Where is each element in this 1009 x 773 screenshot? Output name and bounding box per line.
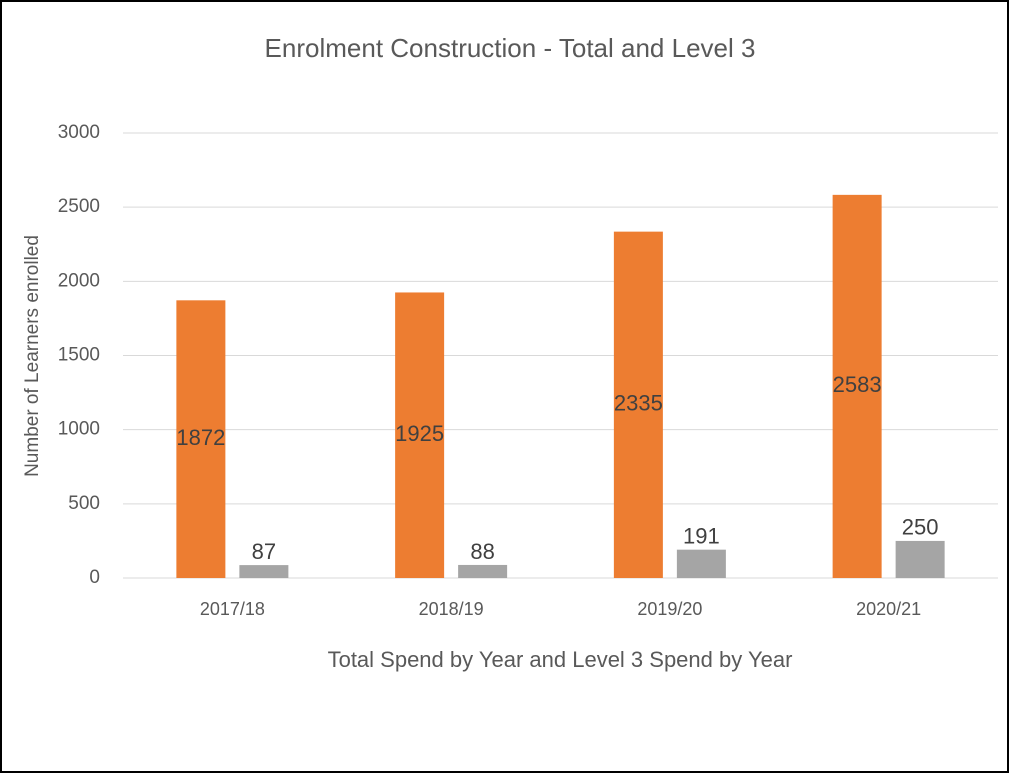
data-label: 1872 — [176, 425, 225, 450]
bar — [895, 540, 945, 578]
bar — [176, 300, 226, 578]
data-label: 191 — [683, 523, 720, 548]
x-axis-title: Total Spend by Year and Level 3 Spend by… — [328, 647, 793, 672]
bar — [832, 194, 882, 579]
x-tick-label: 2020/21 — [856, 599, 921, 619]
data-label: 2335 — [614, 391, 663, 416]
y-tick-label: 2000 — [58, 270, 100, 291]
data-label: 2583 — [833, 372, 882, 397]
y-tick-label: 1500 — [58, 345, 100, 366]
bar — [458, 564, 508, 578]
x-tick-label: 2017/18 — [200, 599, 265, 619]
bar — [613, 231, 663, 578]
chart-title: Enrolment Construction - Total and Level… — [265, 33, 756, 63]
data-label: 1925 — [395, 421, 444, 446]
bar — [676, 549, 726, 578]
x-tick-label: 2019/20 — [637, 599, 702, 619]
y-tick-label: 3000 — [58, 122, 100, 143]
y-tick-label: 2500 — [58, 196, 100, 217]
y-axis-title: Number of Learners enrolled — [22, 235, 43, 477]
data-label: 88 — [470, 539, 494, 564]
y-tick-label: 1000 — [58, 419, 100, 440]
y-tick-label: 500 — [68, 493, 100, 514]
x-tick-label: 2018/19 — [419, 599, 484, 619]
y-tick-label: 0 — [89, 567, 100, 588]
data-label: 87 — [252, 539, 276, 564]
bar — [395, 292, 445, 578]
data-label: 250 — [902, 515, 939, 540]
bar — [239, 565, 289, 578]
